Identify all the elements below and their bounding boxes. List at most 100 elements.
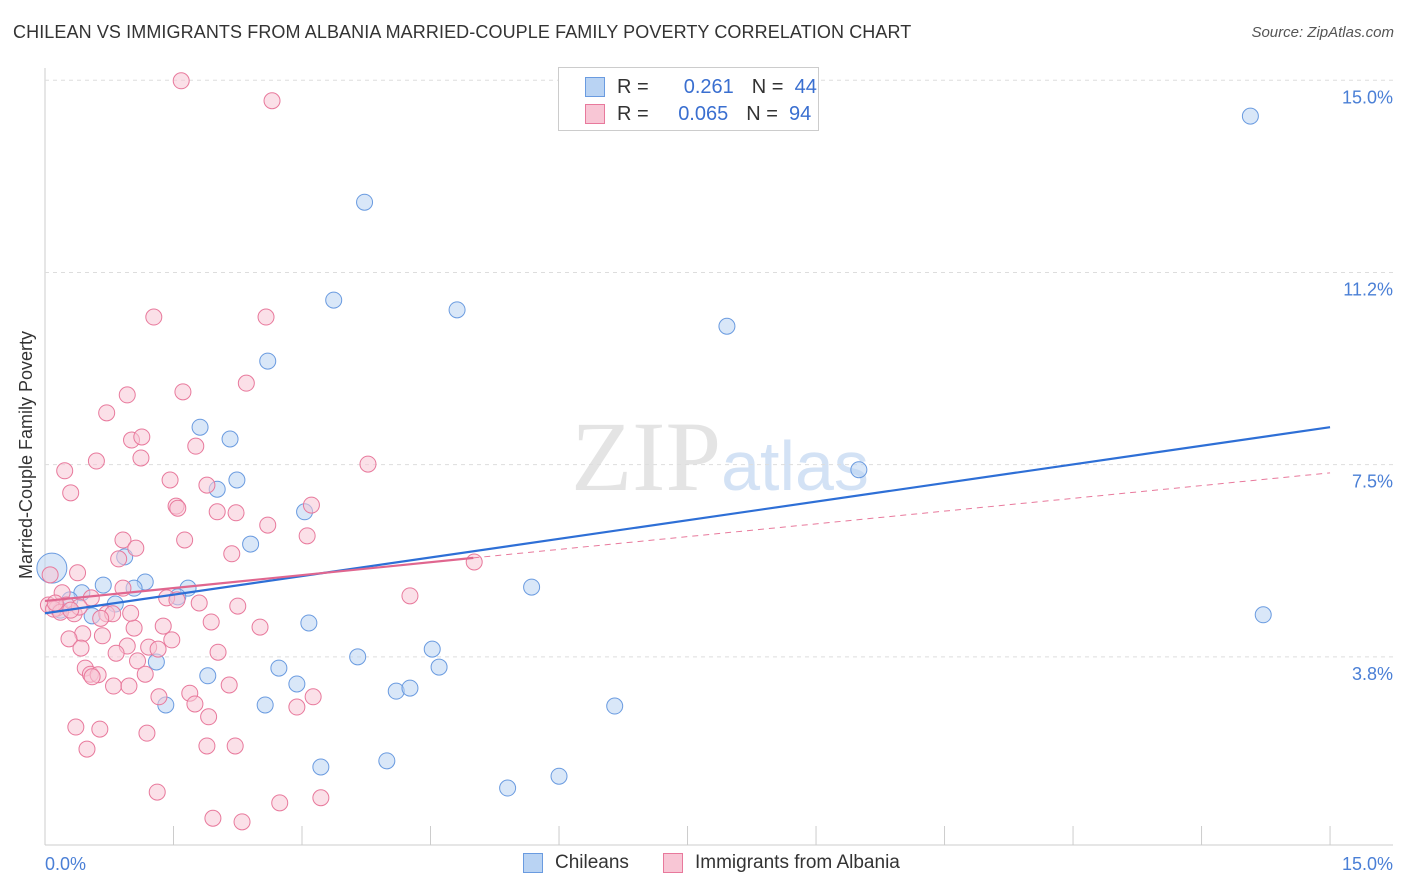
bottom-legend-albania: Immigrants from Albania [663, 852, 900, 874]
albania-point [312, 789, 330, 807]
n-value: 94 [789, 102, 812, 125]
chileans-trend-line [44, 426, 1331, 615]
albania-point [359, 455, 377, 473]
chileans-point [718, 317, 736, 335]
albania-point [91, 720, 109, 738]
albania-point [67, 718, 85, 736]
albania-point [78, 740, 96, 758]
albania-point [176, 531, 194, 549]
albania-point [163, 631, 181, 649]
albania-point [288, 698, 306, 716]
albania-point [200, 708, 218, 726]
albania-point [226, 737, 244, 755]
albania-point [105, 677, 123, 695]
albania-point [172, 72, 190, 90]
n-label: N = [751, 75, 795, 98]
source-label: Source: ZipAtlas.com [1251, 24, 1394, 41]
albania-point [107, 644, 125, 662]
y-tick-label: 7.5% [1352, 472, 1393, 492]
chileans-point [448, 301, 466, 319]
r-value: 0.261 [683, 75, 734, 98]
y-tick-label: 15.0% [1342, 87, 1393, 107]
albania-point [83, 668, 101, 686]
albania-point [129, 652, 147, 670]
albania-point [62, 484, 80, 502]
legend-label: Chileans [555, 852, 629, 873]
n-label: N = [746, 102, 790, 125]
chart-title: CHILEAN VS IMMIGRANTS FROM ALBANIA MARRI… [13, 22, 912, 42]
albania-point [93, 627, 111, 645]
chileans-point [349, 648, 367, 666]
albania-point [304, 688, 322, 706]
albania-point [209, 643, 227, 661]
albania-point [229, 597, 247, 615]
legend-row-albania: R = 0.065 N = 94 [585, 101, 811, 127]
albania-point [114, 531, 132, 549]
albania-point [204, 809, 222, 827]
albania-point [251, 618, 269, 636]
albania-point [132, 449, 150, 467]
albania-point [257, 308, 275, 326]
albania-point [198, 737, 216, 755]
watermark: ZIPatlas [571, 401, 869, 512]
albania-point [208, 503, 226, 521]
chileans-point [423, 640, 441, 658]
legend-row-chileans: R = 0.261 N = 44 [585, 74, 817, 100]
albania-point [46, 594, 64, 612]
chileans-point [606, 697, 624, 715]
albania-point [56, 462, 74, 480]
chileans-point [430, 658, 448, 676]
albania-point [227, 504, 245, 522]
albania-point [92, 609, 110, 627]
chileans-point [259, 352, 277, 370]
albania-point [174, 383, 192, 401]
legend-swatch-pink [663, 853, 683, 873]
albania-point [298, 527, 316, 545]
albania-point [136, 665, 154, 683]
chileans-point [270, 659, 288, 677]
albania-point [237, 374, 255, 392]
chileans-point [356, 193, 374, 211]
albania-trend-line [44, 556, 474, 603]
albania-point [186, 695, 204, 713]
x-tick-label: 0.0% [45, 854, 86, 874]
chileans-point [1254, 606, 1272, 624]
albania-point [169, 499, 187, 517]
albania-point [118, 386, 136, 404]
albania-point [302, 496, 320, 514]
albania-point [138, 724, 156, 742]
albania-point [69, 564, 87, 582]
y-tick-label: 11.2% [1343, 279, 1393, 299]
albania-point [120, 677, 138, 695]
albania-point [223, 545, 241, 563]
albania-point [41, 566, 59, 584]
chileans-point [300, 614, 318, 632]
r-label: R = [617, 102, 655, 125]
y-axis-label: Married-Couple Family Poverty [16, 331, 36, 579]
n-value: 44 [794, 75, 817, 98]
albania-point [60, 630, 78, 648]
albania-point [259, 516, 277, 534]
legend-swatch-pink [585, 104, 605, 124]
chileans-point [288, 675, 306, 693]
legend-swatch-blue [585, 77, 605, 97]
chileans-point [499, 779, 517, 797]
chileans-point [242, 535, 260, 553]
albania-point [122, 604, 140, 622]
chileans-point [550, 767, 568, 785]
albania-point [148, 783, 166, 801]
albania-trend-extension [473, 472, 1331, 559]
albania-point [150, 688, 168, 706]
chileans-point [199, 667, 217, 685]
bottom-legend-chileans: Chileans [523, 852, 629, 874]
chileans-point [228, 471, 246, 489]
albania-point [72, 639, 90, 657]
albania-point [263, 92, 281, 110]
chileans-point [221, 430, 239, 448]
albania-point [401, 587, 419, 605]
albania-point [220, 676, 238, 694]
legend: R = 0.261 N = 44 R = 0.065 N = 94 [558, 67, 819, 131]
albania-point [190, 594, 208, 612]
